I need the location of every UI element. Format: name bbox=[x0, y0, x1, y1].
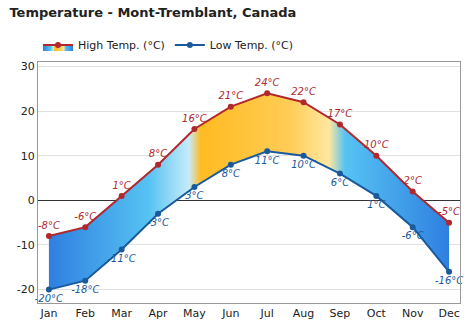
svg-text:16°C: 16°C bbox=[182, 113, 207, 124]
svg-text:-18°C: -18°C bbox=[71, 284, 99, 295]
svg-text:24°C: 24°C bbox=[255, 77, 280, 88]
svg-text:30: 30 bbox=[21, 60, 35, 73]
svg-text:0: 0 bbox=[28, 194, 35, 207]
svg-text:10°C: 10°C bbox=[291, 159, 316, 170]
svg-text:-11°C: -11°C bbox=[108, 253, 136, 264]
svg-text:May: May bbox=[183, 307, 206, 320]
svg-text:22°C: 22°C bbox=[291, 86, 316, 97]
svg-text:Low Temp. (°C): Low Temp. (°C) bbox=[210, 39, 293, 52]
svg-text:1°C: 1°C bbox=[367, 199, 385, 210]
svg-text:Jul: Jul bbox=[260, 307, 274, 320]
svg-text:-3°C: -3°C bbox=[147, 217, 169, 228]
svg-text:High Temp. (°C): High Temp. (°C) bbox=[78, 39, 165, 52]
svg-text:6°C: 6°C bbox=[331, 177, 349, 188]
svg-text:8°C: 8°C bbox=[149, 148, 167, 159]
svg-text:8°C: 8°C bbox=[222, 168, 240, 179]
svg-text:-6°C: -6°C bbox=[74, 211, 96, 222]
svg-text:-20: -20 bbox=[17, 283, 35, 296]
svg-text:-8°C: -8°C bbox=[38, 220, 60, 231]
svg-text:1°C: 1°C bbox=[112, 180, 130, 191]
svg-text:Jan: Jan bbox=[39, 307, 57, 320]
svg-text:10: 10 bbox=[21, 150, 35, 163]
svg-text:Aug: Aug bbox=[293, 307, 314, 320]
svg-text:Dec: Dec bbox=[438, 307, 459, 320]
svg-text:Oct: Oct bbox=[367, 307, 387, 320]
svg-text:-16°C: -16°C bbox=[435, 275, 463, 286]
svg-text:Feb: Feb bbox=[76, 307, 95, 320]
svg-text:-10: -10 bbox=[17, 239, 35, 252]
svg-text:2°C: 2°C bbox=[404, 175, 422, 186]
svg-text:Nov: Nov bbox=[402, 307, 424, 320]
svg-text:Jun: Jun bbox=[221, 307, 239, 320]
svg-text:Apr: Apr bbox=[149, 307, 169, 320]
svg-text:-6°C: -6°C bbox=[402, 230, 424, 241]
svg-text:20: 20 bbox=[21, 105, 35, 118]
svg-text:Mar: Mar bbox=[111, 307, 132, 320]
svg-text:-5°C: -5°C bbox=[438, 206, 460, 217]
svg-text:-20°C: -20°C bbox=[35, 293, 63, 304]
svg-text:Temperature - Mont-Tremblant,: Temperature - Mont-Tremblant, Canada bbox=[9, 5, 296, 20]
svg-text:17°C: 17°C bbox=[328, 108, 353, 119]
svg-text:10°C: 10°C bbox=[364, 139, 389, 150]
svg-text:11°C: 11°C bbox=[255, 155, 280, 166]
svg-text:Sep: Sep bbox=[330, 307, 351, 320]
svg-text:3°C: 3°C bbox=[185, 190, 203, 201]
svg-text:21°C: 21°C bbox=[218, 90, 243, 101]
